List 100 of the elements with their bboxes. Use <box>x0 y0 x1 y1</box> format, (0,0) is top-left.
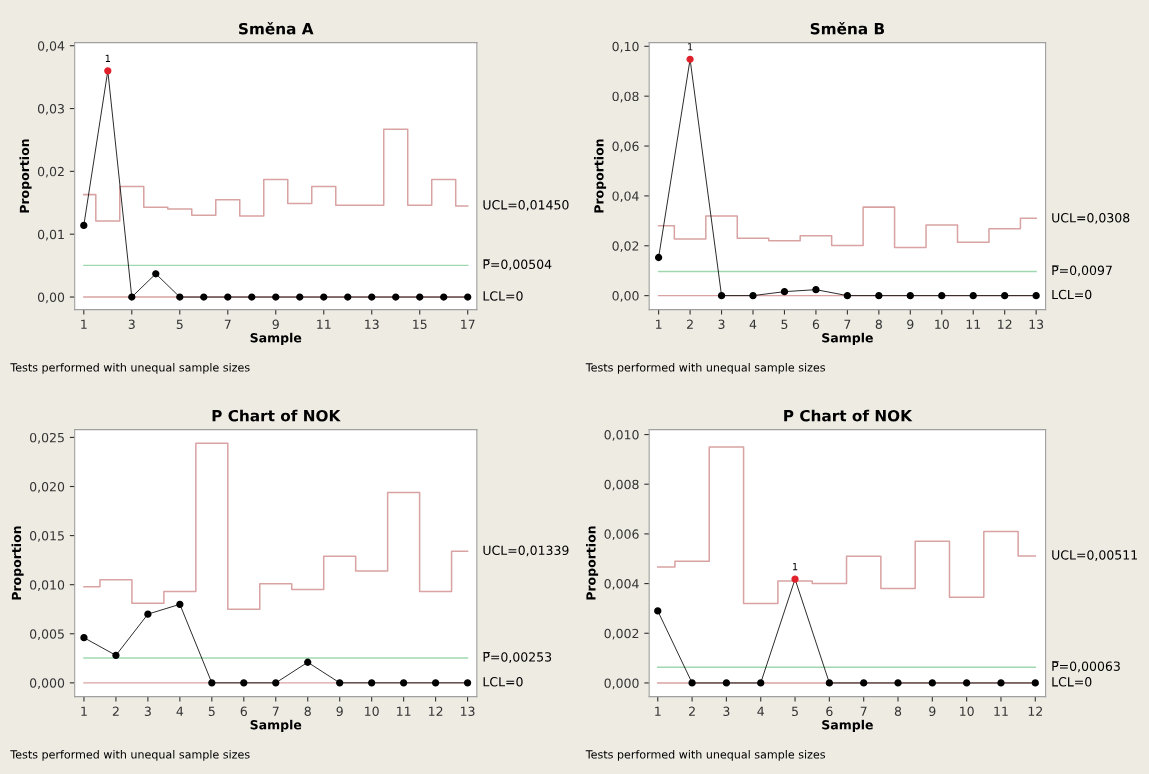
y-tick-label: 0,00 <box>37 292 65 304</box>
x-axis-title: Sample <box>822 719 873 732</box>
x-tick-label: 6 <box>812 319 820 329</box>
x-tick-label: 12 <box>998 319 1012 329</box>
text: Tests performed with unequal sample sizes <box>10 750 250 761</box>
y-tick-label: 0,002 <box>604 628 639 640</box>
x-tick-label: 8 <box>894 706 902 716</box>
x-tick-label: 7 <box>844 319 851 329</box>
x-tick-label: 15 <box>413 319 427 329</box>
x-tick-label: 2 <box>687 319 693 329</box>
x-tick-label: 13 <box>460 706 475 716</box>
y-tick-label: 0,10 <box>612 41 639 53</box>
x-tick-label: 9 <box>907 319 914 329</box>
x-tick-label: 12 <box>1028 706 1042 716</box>
x-tick-label: 11 <box>966 319 981 329</box>
x-axis-title: Sample <box>250 719 302 732</box>
x-tick-label: 5 <box>781 319 788 329</box>
x-tick-label: 13 <box>1029 319 1044 329</box>
x-tick-label: 9 <box>336 706 343 716</box>
annotation: 1 <box>105 54 110 62</box>
y-axis-title: Proportion <box>586 526 599 600</box>
x-tick-label: 4 <box>176 706 184 716</box>
y-tick-label: 0,000 <box>604 678 639 690</box>
chart-title: Směna B <box>810 22 885 35</box>
x-tick-label: 4 <box>757 706 764 716</box>
ref-line-label: LCL=0 <box>483 291 523 301</box>
x-tick-label: 17 <box>461 319 475 329</box>
y-tick-label: 0,025 <box>30 432 64 444</box>
ref-line-label: LCL=0 <box>483 677 523 687</box>
x-tick-label: 3 <box>723 706 730 716</box>
x-tick-label: 5 <box>176 319 183 329</box>
x-axis-title: Sample <box>250 332 302 345</box>
y-axis-title: Proportion <box>11 526 24 600</box>
y-tick-label: 0,004 <box>604 579 639 590</box>
y-tick-label: 0,000 <box>30 678 65 690</box>
annotation: UCL=0,0308 <box>1052 213 1130 224</box>
y-axis-title: Proportion <box>19 139 32 213</box>
y-axis-title: Proportion <box>593 139 607 213</box>
chart-title: P Chart of NOK <box>212 409 341 422</box>
x-tick-label: 11 <box>317 319 331 329</box>
y-tick-label: 0,015 <box>30 531 64 542</box>
x-tick-label: 3 <box>718 319 725 329</box>
x-tick-label: 12 <box>429 706 443 716</box>
x-axis-title: Sample <box>822 332 873 345</box>
ref-line-label: LCL=0 <box>1052 289 1092 300</box>
text: Tests performed with unequal sample sizes <box>585 750 826 761</box>
y-tick-label: 0,006 <box>604 529 639 541</box>
x-tick-label: 2 <box>689 706 695 716</box>
y-tick-label: 0,02 <box>37 166 64 178</box>
x-tick-label: 10 <box>960 706 974 716</box>
y-tick-label: 0,010 <box>604 430 639 441</box>
y-tick-label: 0,00 <box>612 291 639 302</box>
x-tick-label: 7 <box>224 319 231 329</box>
ref-line-label: P̅=0,00063 <box>1052 661 1120 673</box>
x-tick-label: 11 <box>994 706 1008 716</box>
x-tick-label: 7 <box>272 706 279 716</box>
text: Tests performed with unequal sample sizes <box>10 363 250 374</box>
x-tick-label: 10 <box>365 706 379 716</box>
x-tick-label: 9 <box>929 706 936 716</box>
y-tick-label: 0,04 <box>612 191 639 203</box>
x-tick-label: 6 <box>826 706 833 716</box>
y-tick-label: 0,020 <box>30 481 65 493</box>
y-tick-label: 0,010 <box>30 580 65 591</box>
y-tick-label: 0,04 <box>37 41 65 52</box>
x-tick-label: 5 <box>792 706 798 716</box>
annotation: UCL=0,01450 <box>483 200 569 211</box>
text: Tests performed with unequal sample sizes <box>585 363 826 374</box>
chart-title: Směna A <box>239 22 314 35</box>
y-tick-label: 0,005 <box>30 629 64 640</box>
x-tick-label: 4 <box>749 319 757 329</box>
x-tick-label: 8 <box>304 706 311 716</box>
x-tick-label: 2 <box>112 706 119 716</box>
ref-line-label: LCL=0 <box>1052 677 1092 687</box>
annotation: 1 <box>688 43 693 51</box>
x-tick-label: 5 <box>208 706 215 716</box>
y-tick-label: 0,01 <box>37 229 64 241</box>
annotation: 1 <box>793 563 798 571</box>
y-tick-label: 0,06 <box>612 141 639 153</box>
ref-line-label: P̅=0,00253 <box>483 652 552 663</box>
x-tick-label: 1 <box>656 319 662 329</box>
annotation: UCL=0,01339 <box>483 545 569 557</box>
y-tick-label: 0,008 <box>604 479 639 491</box>
annotation: UCL=0,00511 <box>1052 550 1137 561</box>
x-tick-label: 7 <box>860 706 867 716</box>
x-tick-label: 11 <box>397 706 411 716</box>
x-tick-label: 3 <box>128 319 135 329</box>
chart-title: P Chart of NOK <box>784 409 913 422</box>
x-tick-label: 10 <box>935 319 949 329</box>
ref-line-label: P̅=0,0097 <box>1052 265 1112 277</box>
ref-line-label: P̅=0,00504 <box>483 259 552 271</box>
x-tick-label: 1 <box>81 706 87 716</box>
x-tick-label: 8 <box>875 319 882 329</box>
x-tick-label: 1 <box>81 319 87 329</box>
y-tick-label: 0,03 <box>37 104 64 115</box>
x-tick-label: 1 <box>655 706 661 716</box>
y-tick-label: 0,08 <box>612 91 639 103</box>
x-tick-label: 3 <box>144 706 151 716</box>
x-tick-label: 13 <box>365 319 379 329</box>
y-tick-label: 0,02 <box>612 241 639 252</box>
x-tick-label: 9 <box>272 319 279 329</box>
